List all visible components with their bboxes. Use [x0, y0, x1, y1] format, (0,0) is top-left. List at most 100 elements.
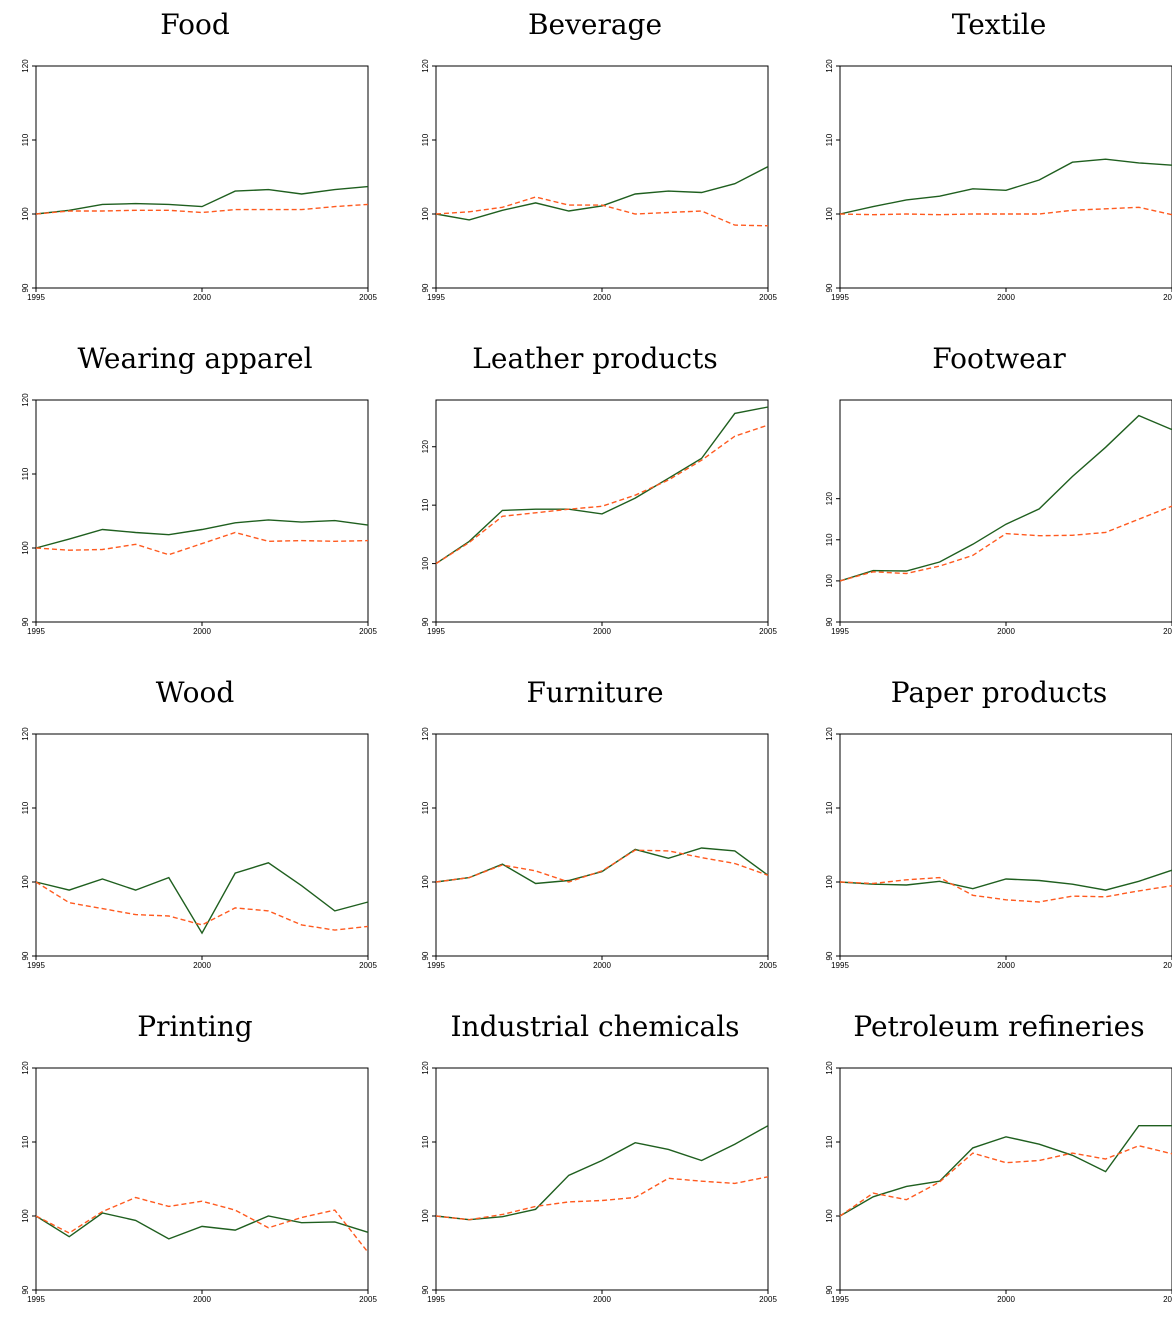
y-tick-label: 110 — [21, 801, 30, 814]
x-tick-label: 1995 — [831, 1295, 849, 1304]
y-tick-label: 100 — [825, 207, 834, 221]
x-tick-label: 2000 — [193, 1295, 211, 1304]
x-tick-label: 2005 — [1163, 1295, 1172, 1304]
series-line-solid — [435, 1125, 769, 1221]
series-line-solid — [839, 158, 1172, 215]
y-tick-label: 110 — [825, 801, 834, 814]
y-tick-label: 110 — [825, 533, 834, 546]
x-tick-label: 1995 — [831, 293, 849, 302]
plot-frame — [35, 733, 369, 957]
chart-panel: Footwear 90 100 110 120 1995 2000 2005 — [804, 334, 1172, 662]
y-tick-label: 110 — [421, 498, 430, 511]
x-tick-label: 1995 — [831, 961, 849, 970]
plot-frame — [839, 399, 1172, 623]
y-tick-label: 100 — [21, 207, 30, 221]
x-tick-label: 2005 — [759, 293, 777, 302]
chart-panel: Textile 90 100 110 120 1995 2000 2005 — [804, 0, 1172, 328]
x-tick-label: 2005 — [359, 293, 377, 302]
chart-title: Footwear — [932, 342, 1066, 375]
line-chart: 90 100 110 120 1995 2000 2005 — [421, 727, 777, 970]
line-chart: 90 100 110 120 1995 2000 2005 — [21, 727, 377, 970]
y-tick-label: 90 — [825, 951, 834, 960]
y-tick-label: 110 — [421, 1135, 430, 1148]
y-tick-label: 90 — [21, 1285, 30, 1294]
y-tick-label: 90 — [421, 283, 430, 292]
x-tick-label: 1995 — [427, 293, 445, 302]
chart-title: Beverage — [527, 8, 663, 41]
y-tick-label: 90 — [21, 283, 30, 292]
y-tick-label: 100 — [825, 574, 834, 588]
y-tick-label: 120 — [21, 1061, 30, 1075]
y-tick-label: 120 — [421, 59, 430, 73]
line-chart: 90 100 110 120 1995 2000 2005 — [825, 399, 1172, 636]
series-line-dashed — [839, 1144, 1172, 1217]
y-tick-label: 120 — [825, 491, 834, 505]
y-tick-label: 110 — [825, 133, 834, 146]
y-tick-label: 110 — [21, 1135, 30, 1148]
chart-title: Wearing apparel — [77, 342, 313, 375]
x-tick-label: 2000 — [193, 961, 211, 970]
y-tick-label: 120 — [421, 440, 430, 454]
y-tick-label: 120 — [421, 727, 430, 741]
plot-frame — [435, 399, 769, 623]
y-tick-label: 100 — [421, 875, 430, 889]
y-tick-label: 100 — [825, 1209, 834, 1223]
x-tick-label: 2000 — [997, 293, 1015, 302]
x-tick-label: 2000 — [593, 1295, 611, 1304]
x-tick-label: 1995 — [831, 627, 849, 636]
series-line-solid — [839, 414, 1172, 582]
y-tick-label: 90 — [421, 617, 430, 626]
chart-panel: Printing 90 100 110 120 1995 2000 2005 — [0, 1002, 390, 1330]
x-tick-label: 2000 — [193, 627, 211, 636]
x-tick-label: 2005 — [759, 1295, 777, 1304]
line-chart: 90 100 110 120 1995 2000 2005 — [825, 1061, 1172, 1304]
y-tick-label: 120 — [421, 1061, 430, 1075]
y-tick-label: 110 — [421, 133, 430, 146]
x-tick-label: 1995 — [427, 961, 445, 970]
x-tick-label: 1995 — [27, 293, 45, 302]
chart-panel: Furniture 90 100 110 120 1995 2000 2005 — [400, 668, 790, 996]
line-chart: 90 100 110 120 1995 2000 2005 — [21, 393, 377, 636]
x-tick-label: 2005 — [359, 961, 377, 970]
x-tick-label: 2000 — [997, 1295, 1015, 1304]
chart-panel: Wood 90 100 110 120 1995 2000 2005 — [0, 668, 390, 996]
series-line-solid — [35, 519, 369, 549]
x-tick-label: 2000 — [593, 293, 611, 302]
y-tick-label: 110 — [21, 133, 30, 146]
x-tick-label: 1995 — [27, 1295, 45, 1304]
y-tick-label: 90 — [825, 283, 834, 292]
chart-panel: Food 90 100 110 120 1995 2000 2005 — [0, 0, 390, 328]
y-tick-label: 100 — [21, 875, 30, 889]
plot-frame — [35, 65, 369, 289]
chart-title: Food — [160, 8, 230, 41]
line-chart: 90 100 110 120 1995 2000 2005 — [825, 727, 1172, 970]
y-tick-label: 100 — [825, 875, 834, 889]
series-line-dashed — [35, 531, 369, 556]
plot-frame — [435, 65, 769, 289]
y-tick-label: 120 — [825, 1061, 834, 1075]
chart-title: Industrial chemicals — [450, 1010, 740, 1043]
chart-title: Paper products — [890, 676, 1108, 709]
chart-title: Leather products — [472, 342, 718, 375]
plot-frame — [35, 399, 369, 623]
x-tick-label: 1995 — [27, 627, 45, 636]
series-line-dashed — [435, 849, 769, 883]
chart-title: Wood — [155, 676, 235, 709]
series-line-solid — [35, 185, 369, 215]
y-tick-label: 110 — [421, 801, 430, 814]
y-tick-label: 90 — [421, 1285, 430, 1294]
series-line-solid — [35, 862, 369, 935]
plot-frame — [435, 733, 769, 957]
y-tick-label: 120 — [825, 727, 834, 741]
y-tick-label: 120 — [21, 727, 30, 741]
chart-title: Furniture — [526, 676, 664, 709]
y-tick-label: 90 — [825, 617, 834, 626]
x-tick-label: 2000 — [997, 627, 1015, 636]
chart-panel: Wearing apparel 90 100 110 120 1995 2000 2005 — [0, 334, 390, 662]
series-line-solid — [839, 869, 1172, 891]
plot-frame — [35, 1067, 369, 1291]
series-line-dashed — [35, 881, 369, 931]
x-tick-label: 2005 — [759, 961, 777, 970]
series-line-dashed — [435, 1176, 769, 1221]
